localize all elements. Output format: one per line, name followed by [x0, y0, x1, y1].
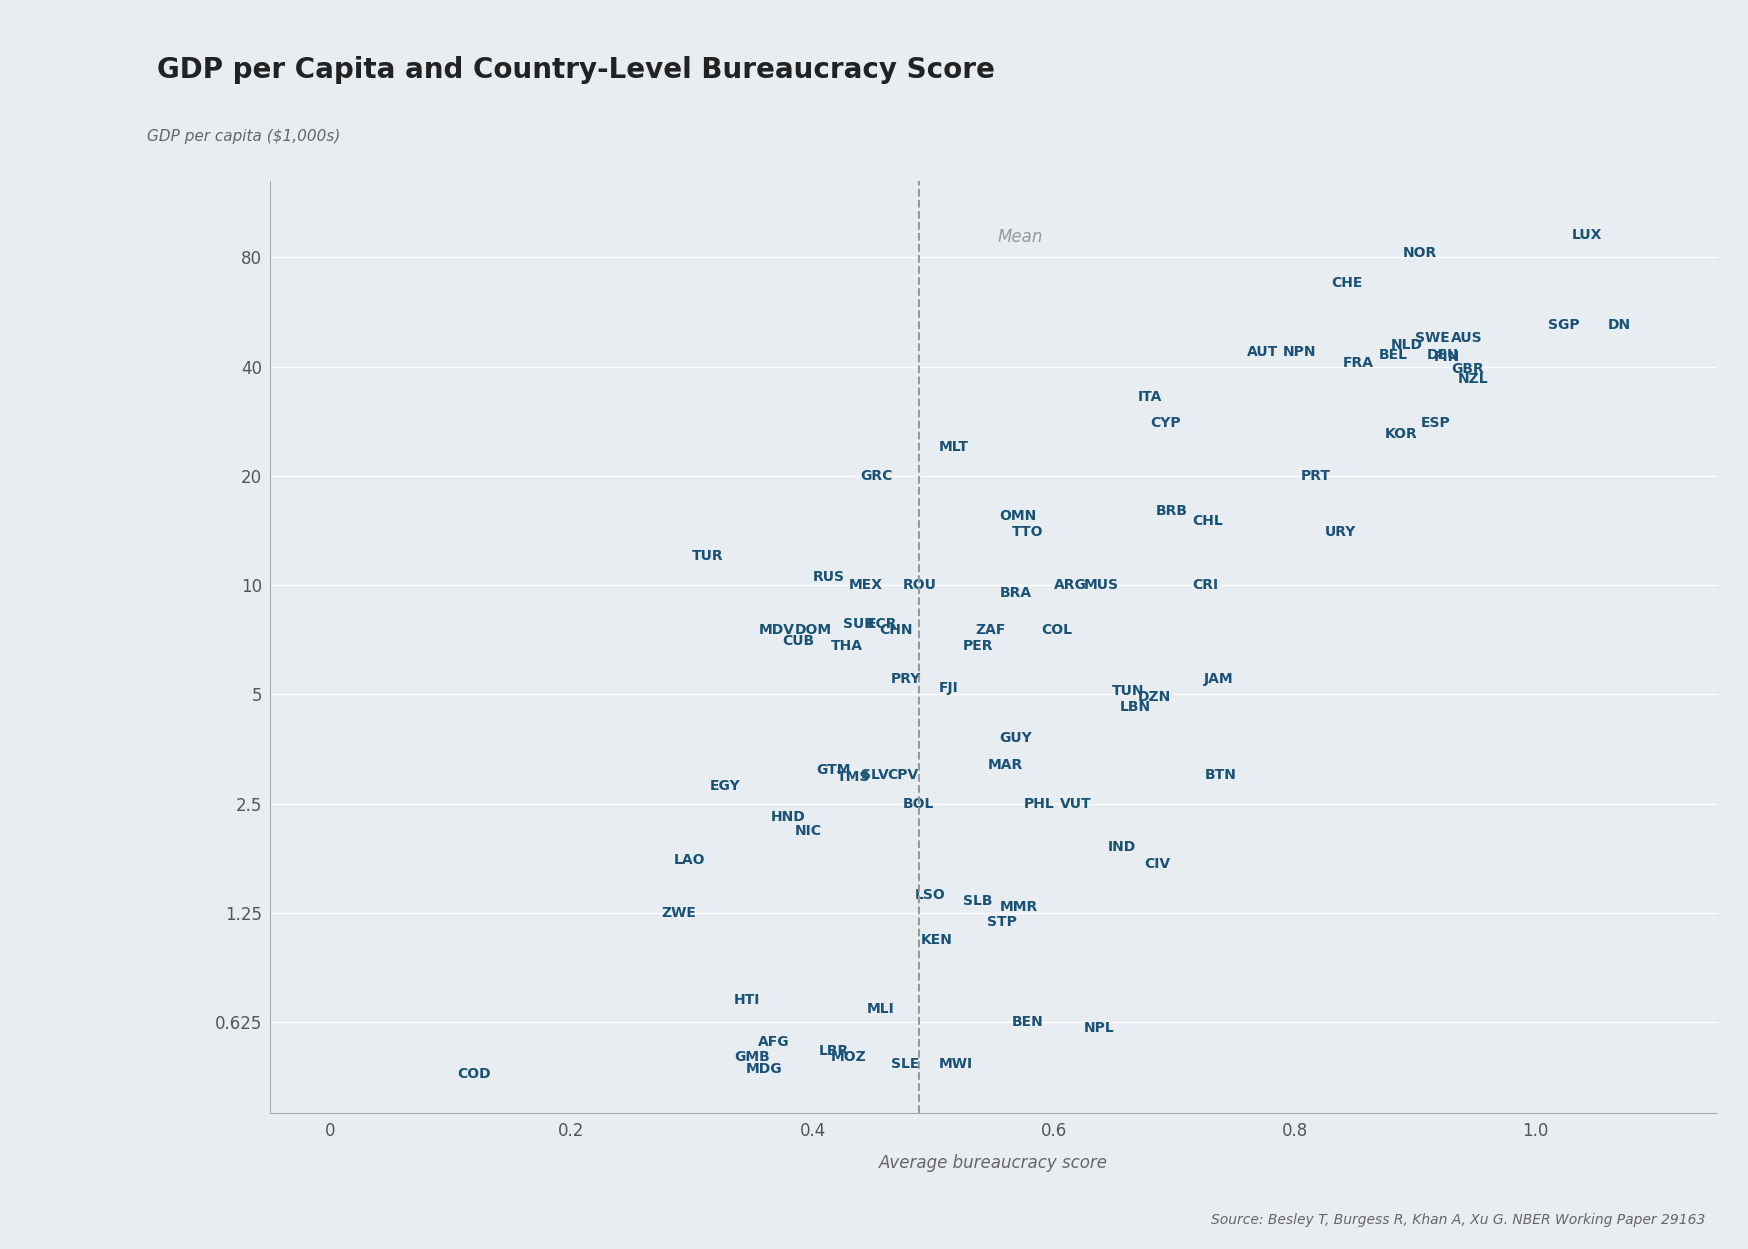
Text: NLD: NLD [1390, 337, 1423, 351]
Text: TMS: TMS [836, 771, 869, 784]
Text: KEN: KEN [921, 933, 953, 947]
Text: ESP: ESP [1421, 416, 1451, 430]
Text: NIC: NIC [794, 824, 822, 838]
Text: MAR: MAR [986, 758, 1023, 772]
Text: BRA: BRA [998, 586, 1031, 600]
Text: AUT: AUT [1246, 345, 1278, 358]
Text: PRT: PRT [1301, 468, 1330, 483]
Text: SLE: SLE [890, 1057, 919, 1070]
Text: PRY: PRY [890, 672, 921, 686]
Text: ECR: ECR [867, 617, 897, 631]
Text: URY: URY [1323, 525, 1355, 540]
Text: AUS: AUS [1451, 331, 1482, 345]
Text: TUN: TUN [1110, 684, 1143, 698]
Text: CYP: CYP [1150, 416, 1180, 430]
Text: BEL: BEL [1377, 348, 1407, 362]
Text: ROU: ROU [902, 578, 937, 592]
Text: LAO: LAO [673, 853, 704, 867]
Text: MOZ: MOZ [830, 1050, 865, 1064]
Text: MEX: MEX [848, 578, 883, 592]
Text: CHL: CHL [1192, 515, 1222, 528]
Text: VUT: VUT [1059, 797, 1091, 811]
X-axis label: Average bureaucracy score: Average bureaucracy score [877, 1154, 1106, 1172]
Text: Source: Besley T, Burgess R, Khan A, Xu G. NBER Working Paper 29163: Source: Besley T, Burgess R, Khan A, Xu … [1210, 1213, 1704, 1227]
Text: BEN: BEN [1010, 1015, 1042, 1029]
Text: GMB: GMB [734, 1050, 769, 1064]
Text: GUY: GUY [998, 731, 1031, 744]
Text: MLT: MLT [939, 440, 968, 455]
Text: FRA: FRA [1342, 356, 1374, 370]
Text: GDP per capita ($1,000s): GDP per capita ($1,000s) [147, 129, 341, 144]
Text: MWI: MWI [939, 1057, 972, 1070]
Text: FIN: FIN [1432, 350, 1458, 363]
Text: STP: STP [986, 914, 1017, 929]
Text: COD: COD [456, 1067, 489, 1080]
Text: Mean: Mean [996, 229, 1042, 246]
Text: TTO: TTO [1010, 525, 1042, 540]
Text: ZAF: ZAF [975, 623, 1005, 637]
Text: CHN: CHN [877, 623, 912, 637]
Text: BTN: BTN [1204, 768, 1236, 782]
Text: DEU: DEU [1426, 348, 1458, 362]
Text: NOR: NOR [1402, 246, 1437, 261]
Text: HTI: HTI [734, 993, 760, 1007]
Text: LSO: LSO [914, 888, 946, 902]
Text: ITA: ITA [1138, 390, 1162, 403]
Text: GTM: GTM [816, 763, 850, 777]
Text: AFG: AFG [759, 1035, 790, 1049]
Text: EGY: EGY [710, 778, 741, 793]
Text: PER: PER [963, 638, 993, 653]
Text: DZN: DZN [1138, 691, 1171, 704]
Text: TUR: TUR [692, 550, 724, 563]
Text: CUB: CUB [781, 634, 815, 648]
Text: MUS: MUS [1084, 578, 1119, 592]
Text: MMR: MMR [998, 899, 1037, 913]
Text: IND: IND [1106, 839, 1136, 854]
Text: FJI: FJI [939, 681, 958, 696]
Text: LUX: LUX [1571, 229, 1601, 242]
Text: MLI: MLI [867, 1002, 893, 1015]
Text: NPN: NPN [1281, 345, 1314, 358]
Text: MDG: MDG [746, 1062, 783, 1075]
Text: MDV: MDV [759, 623, 794, 637]
Text: THA: THA [830, 638, 862, 653]
Text: COL: COL [1042, 623, 1072, 637]
Text: SWE: SWE [1414, 331, 1449, 345]
Text: CRI: CRI [1192, 578, 1218, 592]
Text: DN: DN [1606, 318, 1631, 332]
Text: SLV: SLV [860, 768, 888, 782]
Text: LBR: LBR [818, 1044, 848, 1058]
Text: BOL: BOL [902, 797, 933, 811]
Text: PHL: PHL [1023, 797, 1054, 811]
Text: OMN: OMN [998, 510, 1037, 523]
Text: NZL: NZL [1456, 372, 1488, 386]
Text: CHE: CHE [1330, 276, 1362, 290]
Text: CPV: CPV [886, 768, 918, 782]
Text: GBR: GBR [1451, 362, 1484, 376]
Text: BRB: BRB [1155, 505, 1187, 518]
Text: RUS: RUS [813, 571, 844, 585]
Text: LBN: LBN [1119, 701, 1150, 714]
Text: DOM: DOM [794, 623, 830, 637]
Text: ZWE: ZWE [661, 906, 696, 919]
Text: JAM: JAM [1204, 672, 1232, 686]
Text: SUR: SUR [843, 617, 874, 631]
Text: KOR: KOR [1384, 427, 1418, 441]
Text: HND: HND [769, 809, 804, 823]
Text: GDP per Capita and Country-Level Bureaucracy Score: GDP per Capita and Country-Level Bureauc… [157, 56, 995, 84]
Text: NPL: NPL [1084, 1022, 1113, 1035]
Text: GRC: GRC [860, 468, 893, 483]
Text: SLB: SLB [963, 893, 993, 908]
Text: ARG: ARG [1052, 578, 1086, 592]
Text: SGP: SGP [1547, 318, 1578, 332]
Text: CIV: CIV [1143, 857, 1169, 872]
